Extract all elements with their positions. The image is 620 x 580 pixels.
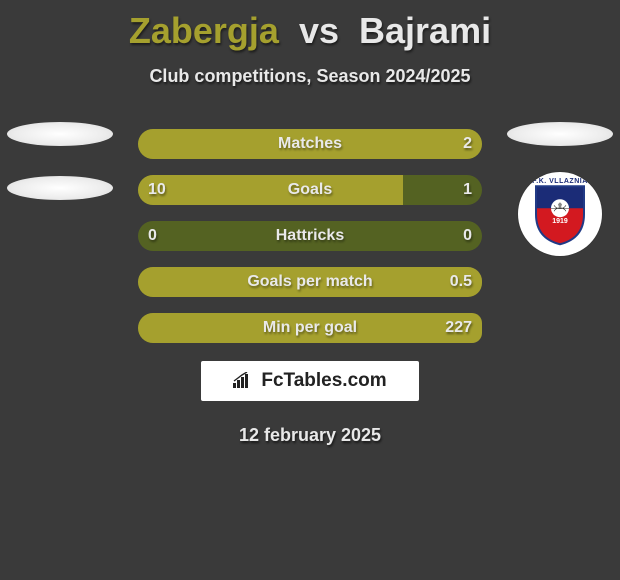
stat-label: Hattricks xyxy=(138,221,482,251)
subtitle: Club competitions, Season 2024/2025 xyxy=(0,66,620,87)
brand-text: FcTables.com xyxy=(261,370,386,392)
right-team-column: F.K. VLLAZNIA 1919 xyxy=(500,108,620,256)
stat-value-right: 0 xyxy=(463,221,472,251)
stat-label: Goals xyxy=(138,175,482,205)
brand-badge: FcTables.com xyxy=(201,361,419,401)
title-player-left: Zabergja xyxy=(129,10,279,51)
right-team-placeholder xyxy=(507,122,613,146)
title-vs: vs xyxy=(299,10,339,51)
generated-date: 12 february 2025 xyxy=(0,425,620,446)
stat-row-matches: Matches 2 xyxy=(138,129,482,159)
stat-value-right: 2 xyxy=(463,129,472,159)
stat-value-right: 1 xyxy=(463,175,472,205)
left-team-column xyxy=(0,108,120,200)
page-title: Zabergja vs Bajrami xyxy=(0,0,620,52)
stat-value-right: 227 xyxy=(445,313,472,343)
badge-year: 1919 xyxy=(518,218,602,225)
stat-row-min-per-goal: Min per goal 227 xyxy=(138,313,482,343)
stat-label: Goals per match xyxy=(138,267,482,297)
stat-row-hattricks: 0 Hattricks 0 xyxy=(138,221,482,251)
left-team-placeholder-2 xyxy=(7,176,113,200)
stat-row-goals: 10 Goals 1 xyxy=(138,175,482,205)
right-team-badge: F.K. VLLAZNIA 1919 xyxy=(518,172,602,256)
left-team-placeholder-1 xyxy=(7,122,113,146)
stat-label: Min per goal xyxy=(138,313,482,343)
title-player-right: Bajrami xyxy=(359,10,491,51)
stat-value-right: 0.5 xyxy=(450,267,472,297)
bar-chart-icon xyxy=(233,372,255,390)
stat-label: Matches xyxy=(138,129,482,159)
stat-row-goals-per-match: Goals per match 0.5 xyxy=(138,267,482,297)
shield-icon xyxy=(534,184,586,246)
